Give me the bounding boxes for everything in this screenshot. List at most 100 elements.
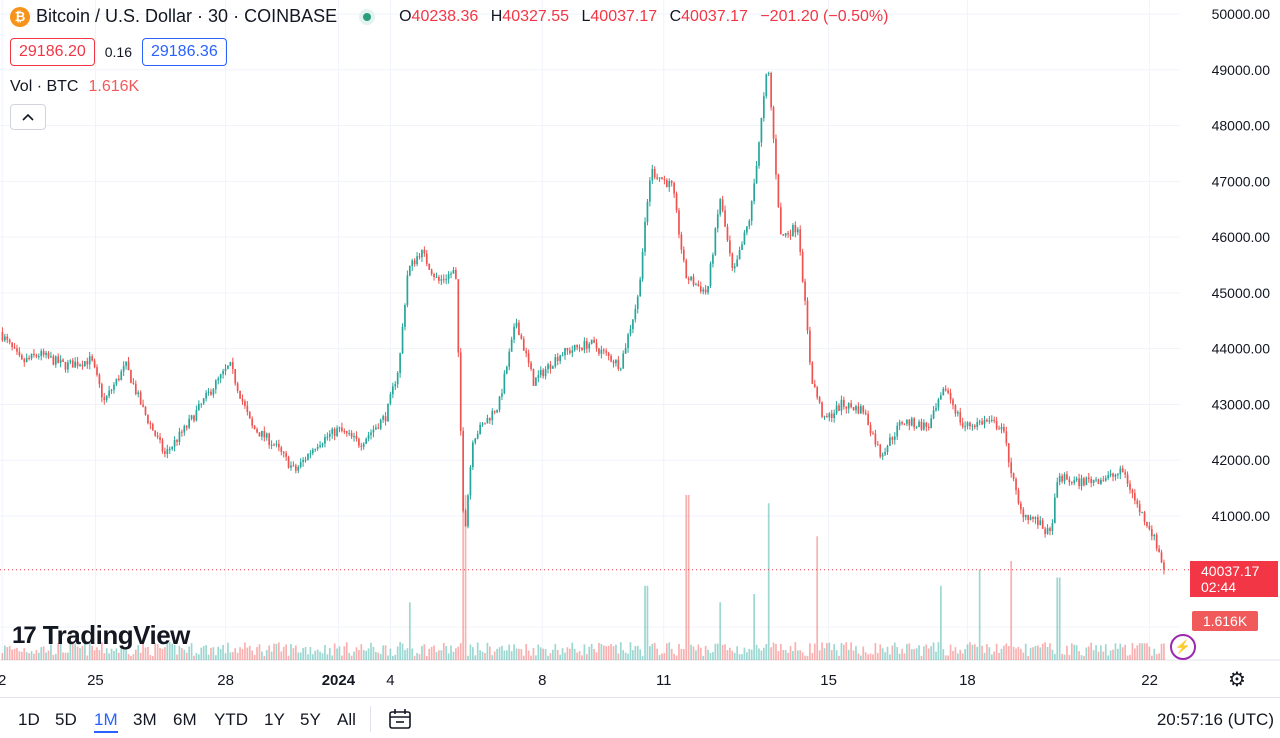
candle-body bbox=[248, 411, 251, 419]
volume-bar bbox=[57, 643, 60, 660]
volume-bar bbox=[1070, 643, 1073, 660]
volume-bar bbox=[96, 647, 98, 660]
range-1m[interactable]: 1M bbox=[94, 710, 118, 733]
volume-bar bbox=[207, 654, 210, 660]
volume-bar bbox=[697, 644, 700, 660]
candle-body bbox=[699, 286, 702, 292]
candle-body bbox=[828, 413, 831, 418]
volume-bar bbox=[564, 652, 566, 660]
volume-bar bbox=[787, 652, 789, 660]
candle-body bbox=[641, 251, 644, 280]
candle-body bbox=[472, 442, 474, 468]
candle-body bbox=[1119, 468, 1122, 475]
range-ytd[interactable]: YTD bbox=[214, 710, 248, 729]
volume-bar bbox=[193, 655, 195, 660]
volume-bar bbox=[775, 643, 777, 660]
chart-settings-icon[interactable]: ⚙ bbox=[1228, 668, 1246, 691]
candle-body bbox=[35, 355, 38, 357]
candle-body bbox=[202, 398, 205, 404]
candle-body bbox=[796, 229, 799, 233]
range-5y[interactable]: 5Y bbox=[300, 710, 321, 729]
candle-body bbox=[224, 368, 227, 371]
volume-bar bbox=[830, 650, 833, 660]
calendar-icon[interactable] bbox=[388, 708, 412, 730]
candle-body bbox=[702, 289, 705, 292]
volume-bar bbox=[986, 644, 988, 660]
utc-clock[interactable]: 20:57:16 (UTC) bbox=[1156, 710, 1274, 729]
price-chart[interactable]: 50000.00 49000.00 48000.00 47000.00 46000.00… bbox=[0, 0, 1280, 697]
volume-bar bbox=[1053, 654, 1056, 660]
volume-bar bbox=[792, 650, 794, 660]
candle-body bbox=[663, 179, 666, 181]
candle-body bbox=[915, 427, 918, 429]
candle-body bbox=[1153, 534, 1156, 537]
candle-body bbox=[770, 73, 772, 108]
volume-bar bbox=[855, 646, 857, 660]
volume-bar bbox=[1075, 645, 1078, 660]
volume-bar bbox=[530, 655, 532, 660]
candle-body bbox=[544, 369, 547, 377]
candle-body bbox=[1070, 482, 1073, 484]
collapse-legend-button[interactable] bbox=[10, 104, 46, 130]
x-tick-label: 28 bbox=[217, 672, 234, 689]
volume-bar bbox=[333, 643, 336, 660]
lightning-icon[interactable]: ⚡ bbox=[1170, 634, 1196, 660]
range-1y[interactable]: 1Y bbox=[264, 710, 285, 729]
range-all[interactable]: All bbox=[337, 710, 356, 729]
candle-body bbox=[981, 421, 983, 425]
volume-bar bbox=[864, 652, 867, 660]
volume-label[interactable]: Vol · BTC bbox=[10, 78, 79, 95]
volume-bar bbox=[712, 652, 714, 660]
volume-bar bbox=[988, 647, 991, 660]
candle-body bbox=[966, 422, 969, 427]
volume-bar bbox=[54, 653, 57, 660]
candle-body bbox=[1000, 427, 1003, 430]
volume-bar bbox=[1005, 643, 1008, 660]
sell-button[interactable]: 29186.20 bbox=[10, 38, 95, 66]
range-3m[interactable]: 3M bbox=[133, 710, 157, 729]
candle-body bbox=[93, 360, 96, 368]
candle-body bbox=[1015, 478, 1017, 491]
candle-body bbox=[299, 462, 302, 468]
volume-bar bbox=[328, 647, 331, 660]
range-1d[interactable]: 1D bbox=[18, 710, 40, 729]
market-status-icon[interactable] bbox=[363, 12, 372, 21]
candle-body bbox=[956, 412, 959, 414]
volume-bar bbox=[1138, 643, 1141, 660]
tradingview-logo[interactable]: 17 TradingView bbox=[12, 620, 190, 651]
volume-bar bbox=[229, 652, 232, 660]
volume-bar bbox=[52, 654, 55, 660]
buy-button[interactable]: 29186.36 bbox=[141, 38, 227, 66]
candle-body bbox=[1041, 520, 1044, 529]
range-5d[interactable]: 5D bbox=[55, 710, 77, 729]
volume-bar bbox=[629, 642, 632, 660]
volume-bar bbox=[79, 648, 81, 660]
volume-bar bbox=[624, 652, 627, 660]
candle-body bbox=[1073, 480, 1076, 483]
candle-body bbox=[777, 174, 780, 208]
volume-bar bbox=[518, 648, 520, 660]
candle-body bbox=[649, 180, 651, 202]
candle-body bbox=[607, 352, 610, 356]
candle-body bbox=[115, 378, 118, 385]
candle-body bbox=[1020, 503, 1022, 510]
volume-bar bbox=[440, 650, 443, 660]
candle-body bbox=[413, 260, 416, 265]
candle-body bbox=[486, 417, 489, 424]
range-6m[interactable]: 6M bbox=[173, 710, 197, 729]
candle-body bbox=[629, 329, 632, 335]
volume-bar bbox=[275, 643, 278, 660]
candle-body bbox=[442, 279, 445, 281]
volume-bar bbox=[823, 648, 826, 660]
candle-body bbox=[457, 279, 460, 353]
candle-body bbox=[830, 413, 833, 418]
volume-bar bbox=[937, 642, 940, 660]
volume-bar bbox=[413, 655, 416, 660]
symbol-title[interactable]: Bitcoin / U.S. Dollar · 30 · COINBASE bbox=[36, 6, 338, 26]
volume-bar bbox=[358, 649, 360, 660]
volume-bar bbox=[525, 643, 528, 660]
price-axis-border bbox=[1180, 0, 1181, 697]
candle-body bbox=[229, 362, 232, 366]
volume-bar bbox=[353, 651, 355, 660]
volume-bar bbox=[1112, 649, 1114, 660]
